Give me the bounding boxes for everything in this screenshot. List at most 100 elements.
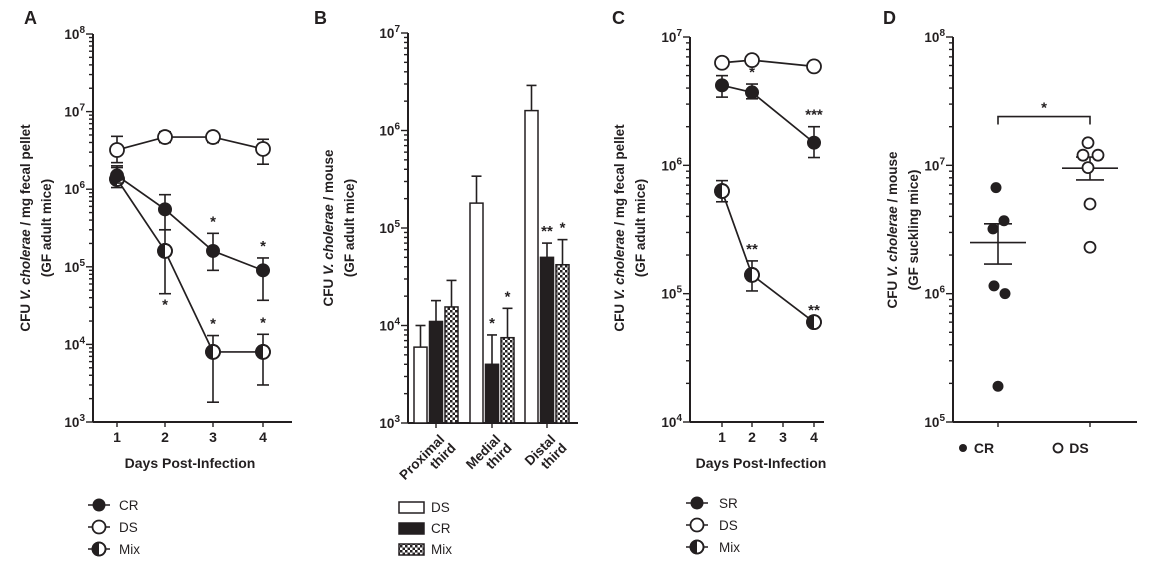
bar bbox=[484, 363, 500, 424]
legend-label: DS bbox=[1069, 440, 1088, 456]
significance-marker: ** bbox=[808, 302, 820, 319]
data-point-filled-circle-marker bbox=[987, 223, 999, 235]
data-point-open-circle-marker bbox=[714, 54, 730, 71]
data-point-half-circle-marker bbox=[91, 541, 107, 557]
y-tick-label: 104 bbox=[379, 317, 400, 334]
y-tick-label: 106 bbox=[924, 285, 945, 302]
data-point-filled-circle-marker bbox=[158, 202, 172, 217]
y-tick-label: 106 bbox=[379, 122, 400, 139]
data-point-open-circle-marker bbox=[205, 129, 221, 145]
data-point-filled-circle-marker bbox=[990, 182, 1002, 194]
data-point-open-circle-marker bbox=[1081, 136, 1095, 150]
x-tick-label: 1 bbox=[113, 429, 121, 445]
y-tick-label: 107 bbox=[379, 24, 400, 41]
significance-marker: * bbox=[1041, 100, 1047, 117]
significance-marker: * bbox=[505, 288, 511, 305]
y-tick-label: 107 bbox=[661, 28, 682, 45]
significance-marker: * bbox=[260, 314, 266, 331]
bar bbox=[469, 202, 484, 424]
svg-text:(GF adult mice): (GF adult mice) bbox=[39, 179, 54, 277]
panel-c-label: C bbox=[612, 8, 625, 28]
data-point-open-circle-marker bbox=[157, 129, 173, 145]
panel-d-label: D bbox=[883, 8, 896, 28]
svg-text:CFU V. cholerae / mg fecal pel: CFU V. cholerae / mg fecal pellet bbox=[612, 124, 627, 332]
y-tick-label: 105 bbox=[924, 413, 945, 430]
legend-label: CR bbox=[974, 440, 994, 456]
legend-item-cr: CR bbox=[398, 521, 451, 536]
data-point-filled-circle-marker bbox=[745, 85, 759, 100]
data-point-filled-circle-marker bbox=[999, 288, 1011, 300]
data-point-open-circle-marker bbox=[109, 142, 125, 158]
data-point-open-circle-marker bbox=[689, 517, 705, 533]
significance-marker: * bbox=[210, 316, 216, 333]
y-tick-label: 104 bbox=[661, 413, 682, 430]
y-tick-label: 104 bbox=[64, 335, 85, 352]
y-axis: 107 106 105 104 bbox=[661, 28, 691, 430]
y-tick-label: 106 bbox=[64, 180, 85, 197]
y-tick-label: 103 bbox=[64, 413, 85, 430]
y-axis-title: CFU V. cholerae / mg fecal pellet (GF adu… bbox=[612, 124, 648, 332]
x-axis-title: Days Post-Infection bbox=[696, 455, 827, 471]
panel-a-chart: 108 107 106 105 104 103 CFU V. cholerae / mg f… bbox=[18, 25, 292, 557]
series-mix: ** ** bbox=[714, 179, 822, 331]
y-tick-label: 103 bbox=[379, 414, 400, 431]
legend-label: SR bbox=[719, 496, 738, 511]
svg-text:CFU V. cholerae / mouse: CFU V. cholerae / mouse bbox=[321, 149, 336, 307]
category-label: Proximalthird bbox=[396, 430, 458, 492]
panel-b-label: B bbox=[314, 8, 327, 28]
x-tick-label: 3 bbox=[779, 429, 787, 445]
svg-text:Medialthird: Medialthird bbox=[463, 430, 515, 482]
legend: SR DS Mix bbox=[686, 496, 740, 555]
data-point-open-circle-marker bbox=[1083, 197, 1097, 211]
svg-text:Distalthird: Distalthird bbox=[522, 430, 570, 478]
y-tick-label: 105 bbox=[379, 219, 400, 236]
data-point-filled-circle-marker bbox=[998, 215, 1010, 227]
x-tick-label: 3 bbox=[209, 429, 217, 445]
y-axis-title: CFU V. cholerae / mouse (GF suckling mice… bbox=[885, 151, 921, 309]
y-tick-label: 107 bbox=[64, 103, 85, 120]
x-axis-title: Days Post-Infection bbox=[125, 455, 256, 471]
data-point-half-circle-marker bbox=[714, 183, 730, 199]
legend-label: Mix bbox=[431, 542, 452, 557]
bar bbox=[428, 320, 444, 424]
data-point-open-circle-marker bbox=[255, 141, 271, 157]
bar bbox=[444, 306, 459, 424]
legend-item-cr: CR bbox=[959, 440, 994, 456]
legend-item-cr: CR bbox=[88, 498, 139, 513]
significance-marker: * bbox=[210, 213, 216, 230]
y-tick-label: 108 bbox=[924, 28, 945, 45]
data-point-half-circle-marker bbox=[205, 344, 221, 360]
data-point-filled-circle-marker bbox=[992, 380, 1004, 392]
legend-item-mix: Mix bbox=[88, 541, 140, 557]
data-point-filled-circle-marker bbox=[206, 243, 220, 258]
bar bbox=[524, 109, 539, 424]
y-tick-label: 108 bbox=[64, 25, 85, 42]
legend: CR DS bbox=[959, 440, 1089, 456]
bar bbox=[500, 336, 515, 424]
category-label: Medialthird bbox=[463, 430, 515, 482]
data-point-open-circle-marker bbox=[744, 52, 760, 69]
y-axis-title: CFU V. cholerae / mg fecal pellet (GF adu… bbox=[18, 124, 54, 332]
y-tick-label: 105 bbox=[64, 258, 85, 275]
data-point-open-circle-marker bbox=[1081, 161, 1095, 175]
significance-marker: * bbox=[260, 238, 266, 255]
svg-text:(GF suckling mice): (GF suckling mice) bbox=[906, 170, 921, 291]
x-tick-label: 2 bbox=[748, 429, 756, 445]
series-ds bbox=[109, 129, 271, 165]
x-axis bbox=[953, 421, 1137, 427]
data-point-half-circle-marker bbox=[157, 243, 173, 259]
svg-text:(GF adult mice): (GF adult mice) bbox=[342, 179, 357, 277]
y-axis: 108 107 106 105 bbox=[924, 28, 954, 430]
bar-series-ds bbox=[413, 84, 539, 424]
legend-label: Mix bbox=[719, 540, 740, 555]
x-tick-label: 4 bbox=[810, 429, 818, 445]
bar bbox=[539, 256, 555, 424]
significance-marker: ** bbox=[746, 241, 758, 258]
panel-c-chart: 107 106 105 104 CFU V. cholerae / mg fecal p… bbox=[612, 28, 826, 555]
significance-marker: * bbox=[489, 315, 495, 332]
scatter-group-ds bbox=[1062, 136, 1118, 254]
data-point-open-circle-marker bbox=[1091, 148, 1105, 162]
svg-text:Proximalthird: Proximalthird bbox=[396, 430, 458, 492]
legend: DS CR Mix bbox=[398, 500, 452, 557]
